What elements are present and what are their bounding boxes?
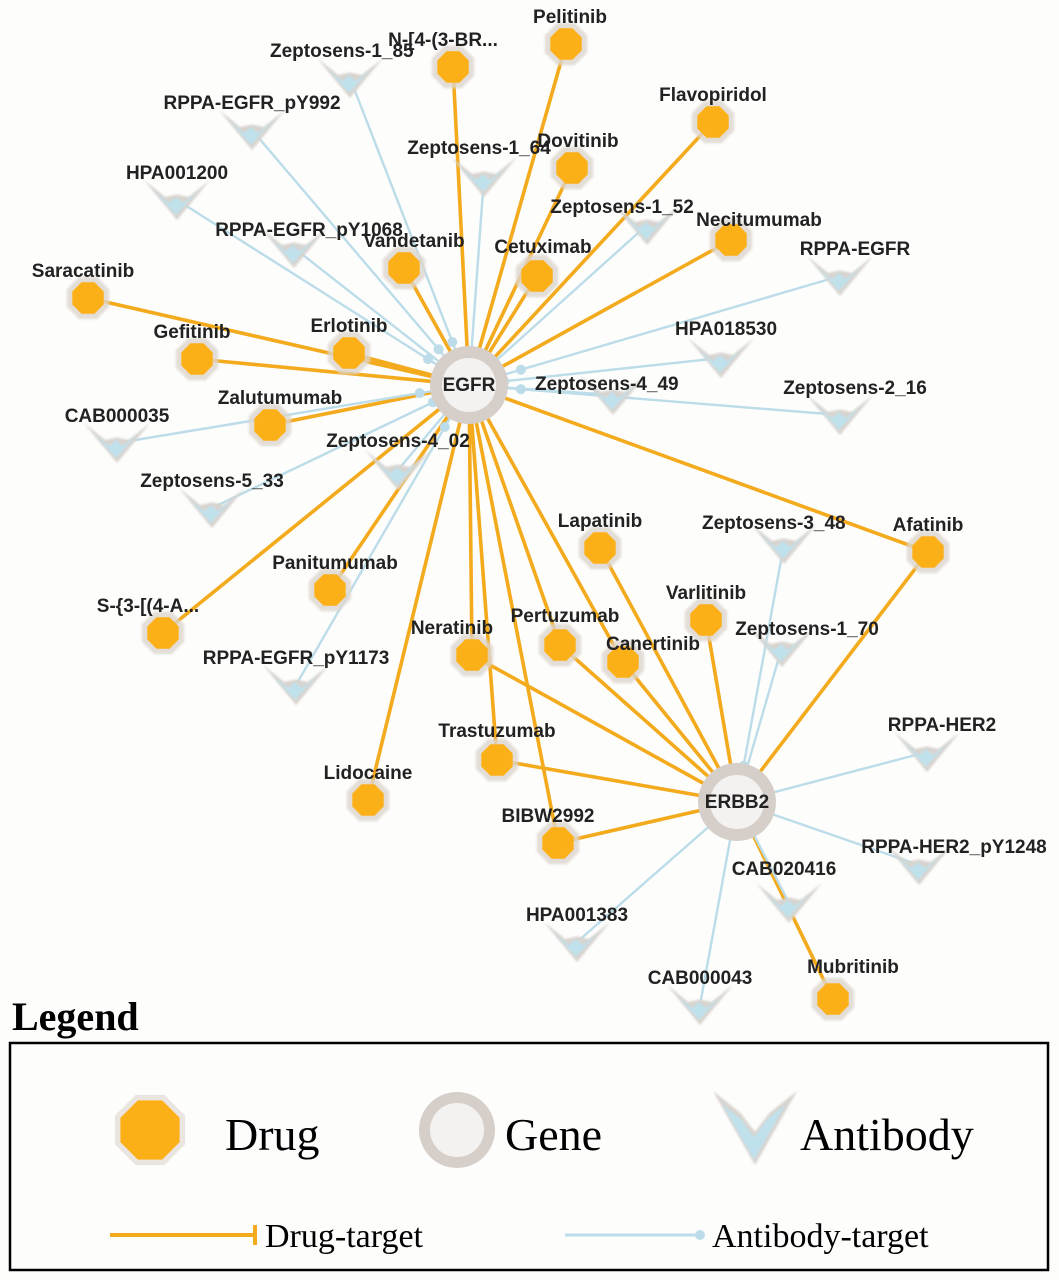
svg-text:Panitumumab: Panitumumab xyxy=(272,553,398,574)
svg-text:Zalutumumab: Zalutumumab xyxy=(218,388,343,409)
svg-text:Pelitinib: Pelitinib xyxy=(533,7,607,28)
svg-text:Zeptosens-4_02: Zeptosens-4_02 xyxy=(326,431,470,452)
svg-text:RPPA-EGFR_pY992: RPPA-EGFR_pY992 xyxy=(163,93,340,114)
svg-text:Zeptosens-3_48: Zeptosens-3_48 xyxy=(702,513,846,534)
svg-text:Lidocaine: Lidocaine xyxy=(324,763,413,784)
svg-text:RPPA-EGFR: RPPA-EGFR xyxy=(800,239,911,260)
svg-text:CAB000043: CAB000043 xyxy=(648,968,753,989)
svg-text:Mubritinib: Mubritinib xyxy=(807,957,899,978)
svg-text:CAB020416: CAB020416 xyxy=(732,859,837,880)
svg-text:Drug: Drug xyxy=(225,1109,320,1160)
svg-text:Legend: Legend xyxy=(12,994,139,1039)
svg-text:Trastuzumab: Trastuzumab xyxy=(438,721,555,742)
svg-text:Cetuximab: Cetuximab xyxy=(494,237,591,258)
svg-text:Zeptosens-2_16: Zeptosens-2_16 xyxy=(783,378,927,399)
svg-text:Afatinib: Afatinib xyxy=(893,515,964,536)
svg-text:Antibody: Antibody xyxy=(800,1109,974,1160)
svg-text:Erlotinib: Erlotinib xyxy=(310,316,387,337)
svg-text:HPA001383: HPA001383 xyxy=(526,905,628,926)
svg-text:RPPA-HER2_pY1248: RPPA-HER2_pY1248 xyxy=(861,837,1047,858)
svg-text:HPA001200: HPA001200 xyxy=(126,163,228,184)
svg-text:EGFR: EGFR xyxy=(443,375,496,396)
svg-text:Zeptosens-1_64: Zeptosens-1_64 xyxy=(407,138,551,159)
svg-text:Neratinib: Neratinib xyxy=(411,618,493,639)
svg-text:Gefitinib: Gefitinib xyxy=(153,322,230,343)
svg-text:ERBB2: ERBB2 xyxy=(705,792,769,813)
svg-text:S-{3-[(4-A...: S-{3-[(4-A... xyxy=(97,596,199,617)
svg-text:Lapatinib: Lapatinib xyxy=(558,511,642,532)
svg-text:Gene: Gene xyxy=(505,1109,602,1160)
svg-text:RPPA-EGFR_pY1173: RPPA-EGFR_pY1173 xyxy=(203,648,390,669)
svg-text:Varlitinib: Varlitinib xyxy=(666,583,746,604)
svg-text:Flavopiridol: Flavopiridol xyxy=(659,85,767,106)
svg-text:Canertinib: Canertinib xyxy=(606,634,700,655)
svg-text:HPA018530: HPA018530 xyxy=(675,319,777,340)
svg-text:Zeptosens-4_49: Zeptosens-4_49 xyxy=(535,374,679,395)
svg-text:Pertuzumab: Pertuzumab xyxy=(511,606,620,627)
svg-text:Zeptosens-1_70: Zeptosens-1_70 xyxy=(735,619,879,640)
svg-text:CAB000035: CAB000035 xyxy=(65,406,170,427)
svg-text:RPPA-EGFR_pY1068: RPPA-EGFR_pY1068 xyxy=(215,220,403,241)
svg-text:Antibody-target: Antibody-target xyxy=(712,1218,929,1255)
svg-text:Zeptosens-5_33: Zeptosens-5_33 xyxy=(140,471,284,492)
svg-text:Saracatinib: Saracatinib xyxy=(32,261,134,282)
svg-text:BIBW2992: BIBW2992 xyxy=(502,806,595,827)
svg-text:Drug-target: Drug-target xyxy=(265,1218,424,1255)
svg-text:Zeptosens-1_52: Zeptosens-1_52 xyxy=(550,197,694,218)
svg-text:Necitumumab: Necitumumab xyxy=(696,210,822,231)
svg-text:RPPA-HER2: RPPA-HER2 xyxy=(888,715,996,736)
svg-text:Zeptosens-1_85: Zeptosens-1_85 xyxy=(270,41,414,62)
